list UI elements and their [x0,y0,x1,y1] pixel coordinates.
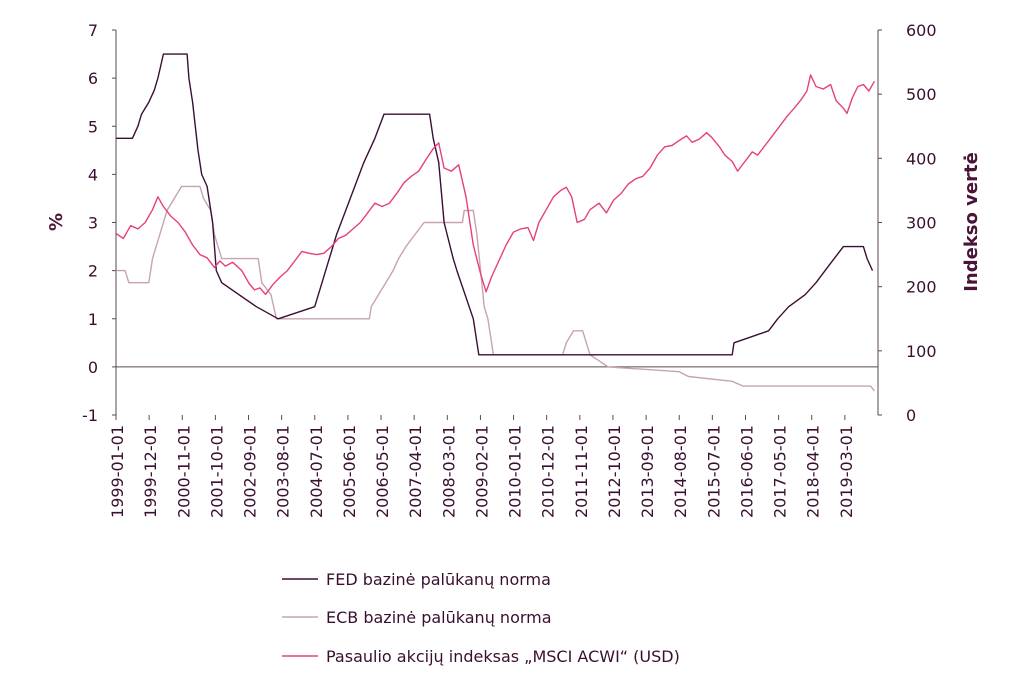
x-tick-label: 2002-09-01 [241,425,260,518]
right-y-tick-label: 500 [906,85,937,104]
legend-item-fed: FED bazinė palūkanų norma [282,570,551,589]
x-axis-ticks: 1999-01-01 1999-12-01 2000-11-01 2001-10-01… [108,415,856,518]
legend-item-msci: Pasaulio akcijų indeksas „MSCI ACWI“ (US… [282,647,680,666]
x-tick-label: 2015-07-01 [704,425,723,518]
left-y-axis-title: % [46,213,67,231]
x-tick-label: 2012-10-01 [605,425,624,518]
x-tick-label: 2019-03-01 [837,425,856,518]
left-y-tick-label: 0 [88,358,98,377]
x-tick-label: 2005-06-01 [340,425,359,518]
x-tick-label: 2016-06-01 [737,425,756,518]
x-tick-label: 2004-07-01 [307,425,326,518]
left-y-tick-label: 2 [88,262,98,281]
left-y-tick-label: 7 [88,21,98,40]
right-y-axis-ticks: 0 100 200 300 400 500 600 [878,21,937,425]
series-lines [115,53,876,392]
x-tick-label: 2008-03-01 [439,425,458,518]
legend-label: FED bazinė palūkanų norma [326,570,551,589]
left-y-tick-label: 5 [88,117,98,136]
x-tick-label: 2011-11-01 [572,425,591,518]
x-tick-label: 2017-05-01 [771,425,790,518]
x-tick-label: 2014-08-01 [671,425,690,518]
left-y-tick-label: 4 [88,165,98,184]
x-tick-label: 2009-02-01 [472,425,491,518]
right-y-tick-label: 200 [906,278,937,297]
chart-axes [115,30,879,415]
x-tick-label: 2007-04-01 [406,425,425,518]
ecb-rate-line [116,185,875,392]
legend: FED bazinė palūkanų norma ECB bazinė palū… [282,570,680,666]
legend-label: ECB bazinė palūkanų norma [326,608,552,627]
left-y-tick-label: -1 [82,406,98,425]
x-tick-label: 2013-09-01 [638,425,657,518]
fed-rate-line [116,53,874,356]
x-tick-label: 2018-04-01 [804,425,823,518]
right-y-axis-title: Indekso vertė [961,152,982,292]
left-y-tick-label: 3 [88,214,98,233]
x-tick-label: 2010-12-01 [539,425,558,518]
msci-acwi-line [115,74,876,296]
x-tick-label: 1999-12-01 [141,425,160,518]
right-y-tick-label: 400 [906,149,937,168]
x-tick-label: 1999-01-01 [108,425,127,518]
right-y-tick-label: 300 [906,214,937,233]
right-y-tick-label: 600 [906,21,937,40]
right-y-tick-label: 100 [906,342,937,361]
left-y-tick-label: 1 [88,310,98,329]
x-tick-label: 2006-05-01 [373,425,392,518]
legend-label: Pasaulio akcijų indeksas „MSCI ACWI“ (US… [326,647,680,666]
x-tick-label: 2010-01-01 [506,425,525,518]
left-y-tick-label: 6 [88,69,98,88]
x-tick-label: 2000-11-01 [174,425,193,518]
left-y-axis-ticks: -1 0 1 2 3 4 5 6 7 [82,21,116,425]
legend-item-ecb: ECB bazinė palūkanų norma [282,608,552,627]
x-tick-label: 2001-10-01 [207,425,226,518]
right-y-tick-label: 0 [906,406,916,425]
x-tick-label: 2003-08-01 [274,425,293,518]
